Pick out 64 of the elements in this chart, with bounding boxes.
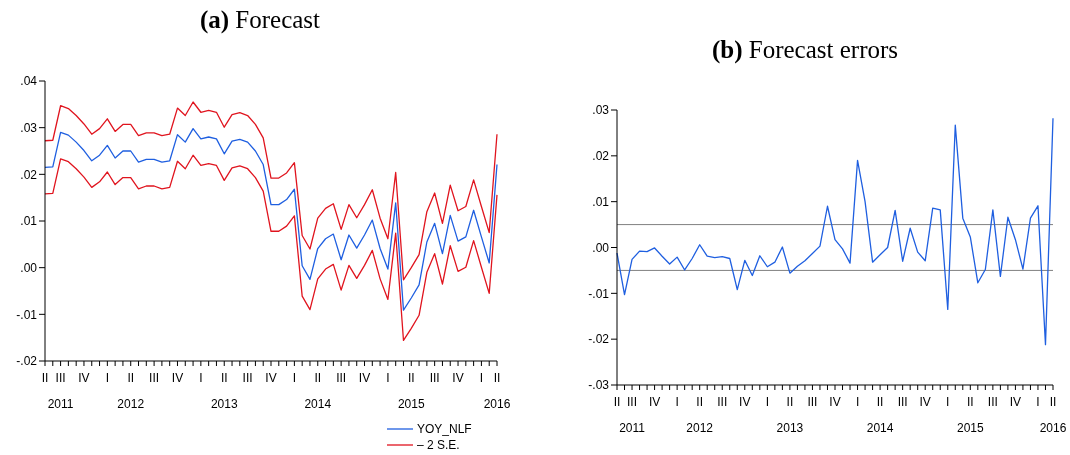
y-tick-label: -.02: [16, 354, 38, 369]
chart-title: (b) Forecast errors: [711, 36, 899, 63]
y-tick-label: .02: [20, 167, 38, 182]
x-tick-label: IV: [648, 395, 661, 409]
x-tick-label: I: [765, 395, 770, 409]
y-tick-label: -.03: [588, 378, 610, 393]
line-series: [44, 101, 498, 281]
x-tick-label: III: [987, 395, 998, 409]
x-tick-label: II 2012: [117, 371, 145, 411]
x-tick-label: IV: [829, 395, 841, 409]
x-tick-label: II 2013: [776, 395, 804, 435]
x-tick-label: II: [613, 395, 621, 409]
x-tick-label: IV: [358, 371, 371, 385]
y-tick-label: .01: [20, 214, 38, 229]
x-tick-label: I: [855, 395, 860, 409]
x-tick-label: II 2015: [397, 371, 425, 411]
x-tick-label: III: [717, 395, 728, 409]
y-tick-label: .03: [592, 103, 610, 118]
x-tick-label: II 2013: [210, 371, 238, 411]
x-tick-label: III: [807, 395, 818, 409]
x-tick-label: II 2016: [483, 371, 511, 411]
x-tick-label: I: [1036, 395, 1040, 409]
y-tick-label: .00: [592, 240, 610, 255]
x-tick-label: IV: [171, 371, 184, 385]
x-tick-label: I: [292, 371, 297, 385]
x-tick-label: IV: [452, 371, 464, 385]
y-tick-label: .01: [592, 194, 610, 209]
x-tick-label: I: [675, 395, 679, 409]
y-tick-label: -.01: [16, 307, 38, 322]
legend-label: YOY_NLF: [417, 422, 472, 436]
x-tick-label: I: [386, 371, 390, 385]
x-tick-label: I: [105, 371, 110, 385]
y-tick-label: .03: [20, 120, 38, 135]
x-tick-label: III 2011: [619, 395, 646, 435]
y-tick-label: -.01: [588, 286, 610, 301]
line-series: [44, 127, 498, 311]
x-tick-label: IV: [739, 395, 751, 409]
x-tick-label: II 2015: [956, 395, 984, 435]
x-tick-label: III: [242, 371, 253, 385]
x-tick-label: III: [336, 371, 347, 385]
x-tick-label: II 2012: [686, 395, 714, 435]
legend-label: – 2 S.E.: [417, 438, 460, 452]
x-tick-label: I: [946, 395, 950, 409]
x-tick-label: III: [149, 371, 160, 385]
x-tick-label: II 2014: [304, 371, 332, 411]
x-tick-label: IV: [78, 371, 90, 385]
x-tick-label: II 2016: [1039, 395, 1067, 435]
y-tick-label: .02: [592, 149, 610, 164]
x-tick-label: I: [479, 371, 484, 385]
x-tick-label: III 2011: [47, 371, 74, 411]
y-tick-label: .00: [20, 260, 38, 275]
x-tick-label: III: [429, 371, 440, 385]
x-tick-label: II: [41, 371, 49, 385]
x-tick-label: IV: [919, 395, 931, 409]
x-tick-label: III: [897, 395, 908, 409]
x-tick-label: IV: [1009, 395, 1022, 409]
y-tick-label: -.02: [588, 332, 610, 347]
x-tick-label: II 2014: [866, 395, 894, 435]
chart-title: (a) Forecast: [199, 6, 321, 33]
y-tick-label: .04: [20, 74, 38, 89]
x-tick-label: I: [199, 371, 203, 385]
line-series: [44, 154, 498, 342]
line-series: [616, 117, 1054, 346]
x-tick-label: IV: [265, 371, 277, 385]
